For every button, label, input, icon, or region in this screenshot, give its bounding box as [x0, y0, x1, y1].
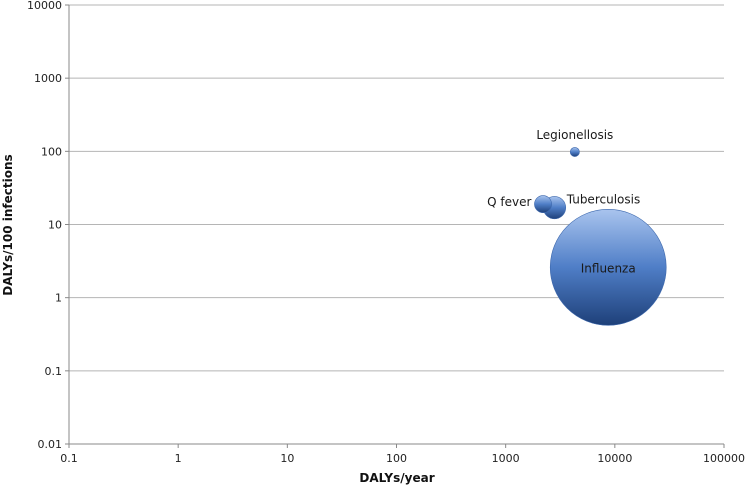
y-tick-label: 100 [41, 145, 62, 158]
x-tick-label: 100 [386, 452, 407, 465]
axes [68, 5, 724, 445]
y-axis-title: DALYs/100 infections [1, 154, 15, 295]
x-tick-labels: 0.1 1 10 100 1000 10000 100000 [60, 452, 745, 465]
y-tick-label: 10000 [27, 0, 62, 12]
x-tick-label: 10000 [597, 452, 632, 465]
x-tick-label: 100000 [703, 452, 745, 465]
bubble-labels: Legionellosis Q fever Tuberculosis Influenz… [487, 128, 640, 275]
x-tick-label: 1 [175, 452, 182, 465]
y-tick-label: 1 [55, 292, 62, 305]
bubble-label: Influenza [581, 261, 636, 275]
x-tick-label: 0.1 [60, 452, 78, 465]
bubble [534, 195, 552, 213]
bubble [569, 147, 580, 157]
y-tick-label: 0.01 [38, 438, 63, 451]
y-tick-label: 0.1 [45, 365, 63, 378]
x-tick-label: 1000 [492, 452, 520, 465]
bubbles [534, 147, 667, 326]
y-tick-labels: 0.01 0.1 1 10 100 1000 10000 [27, 0, 62, 451]
y-tick-label: 10 [48, 219, 62, 232]
x-tick-label: 10 [280, 452, 294, 465]
bubble [549, 209, 667, 326]
bubble-label: Q fever [487, 195, 531, 209]
x-axis-title: DALYs/year [359, 471, 434, 485]
y-tick-label: 1000 [34, 72, 62, 85]
bubble-label: Legionellosis [536, 128, 613, 142]
bubble-label: Tuberculosis [566, 193, 641, 207]
